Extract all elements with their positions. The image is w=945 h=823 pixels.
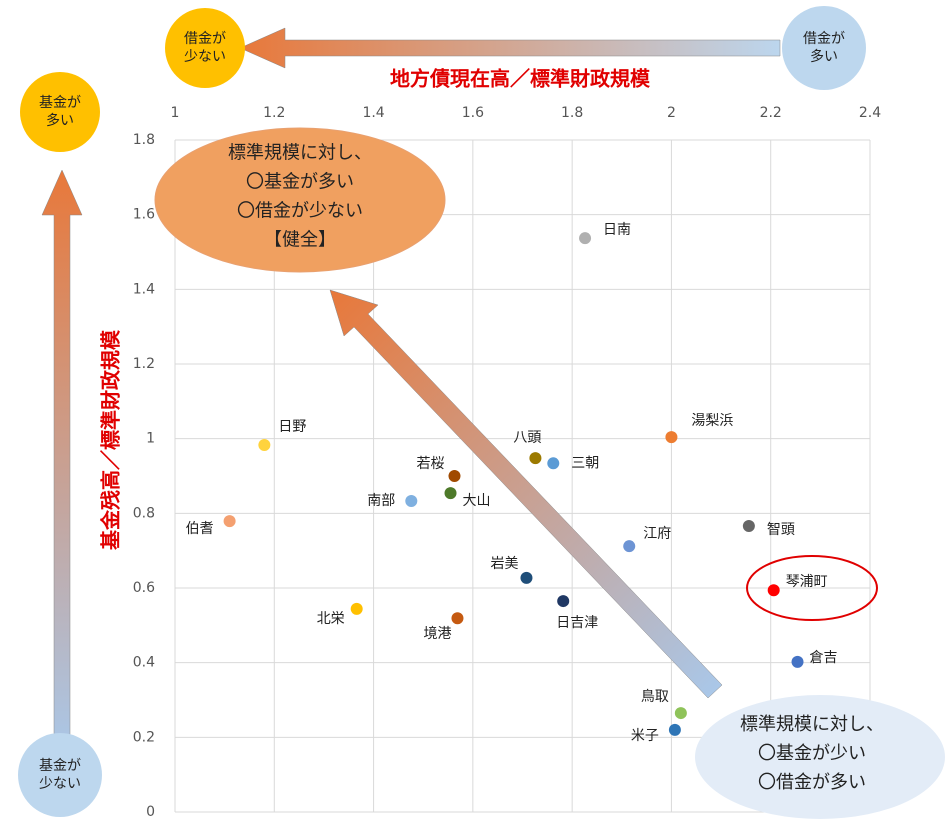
annotation: 借金が xyxy=(184,31,226,47)
point-label: 八頭 xyxy=(513,430,541,446)
annotation: 借金が xyxy=(803,31,845,47)
point-label: 境港 xyxy=(423,626,451,642)
point xyxy=(742,520,755,533)
point-label: 岩美 xyxy=(490,556,518,572)
point-label: 湯梨浜 xyxy=(691,412,733,429)
point xyxy=(520,571,533,584)
annotation: 標準規模に対し、 xyxy=(740,714,884,735)
x-tick-label: 1.6 xyxy=(462,105,484,121)
y-tick-label: 0.4 xyxy=(133,655,155,671)
point xyxy=(668,723,681,736)
point-label: 日野 xyxy=(278,419,306,435)
x-tick-label: 1.8 xyxy=(561,105,583,121)
annotation: 基金が xyxy=(39,757,81,774)
annotation: 〇借金が少ない xyxy=(237,201,363,222)
point xyxy=(547,457,560,470)
point-label: 南部 xyxy=(367,493,395,509)
arrow xyxy=(41,169,83,761)
y-tick-label: 0.6 xyxy=(133,580,155,596)
x-axis-title: 地方債現在高／標準財政規模 xyxy=(390,67,651,91)
unhealthy-ellipse xyxy=(695,695,945,819)
point-label: 北栄 xyxy=(317,611,345,627)
point xyxy=(579,232,592,245)
y-axis-title: 基金残高／標準財政規模 xyxy=(99,329,123,550)
y-tick-label: 1.2 xyxy=(133,356,155,372)
x-tick-label: 2.4 xyxy=(859,105,881,121)
bubble xyxy=(782,6,866,90)
bubble xyxy=(165,8,245,88)
point xyxy=(223,515,236,528)
point-label: 伯耆 xyxy=(186,521,214,537)
y-tick-label: 1.4 xyxy=(133,281,155,297)
point xyxy=(623,540,636,553)
annotation: 少ない xyxy=(39,776,81,792)
x-tick-label: 1 xyxy=(171,105,180,121)
point xyxy=(451,612,464,625)
y-tick-label: 1 xyxy=(146,431,155,447)
y-tick-label: 0.2 xyxy=(133,729,155,745)
annotation: 少ない xyxy=(184,49,226,65)
annotation: 〇基金が多い xyxy=(246,172,354,193)
point-label: 江府 xyxy=(643,526,671,542)
annotation: 【健全】 xyxy=(264,230,336,251)
y-tick-label: 0 xyxy=(146,804,155,820)
annotation: 標準規模に対し、 xyxy=(228,143,372,164)
healthy-ellipse xyxy=(154,127,446,273)
bubble xyxy=(20,72,100,152)
x-tick-label: 2 xyxy=(667,105,676,121)
x-tick-label: 1.2 xyxy=(263,105,285,121)
y-tick-label: 1.6 xyxy=(133,207,155,223)
point xyxy=(557,595,570,608)
bubble xyxy=(18,733,102,817)
point xyxy=(767,584,780,597)
point-label: 米子 xyxy=(631,728,659,744)
x-tick-label: 1.4 xyxy=(362,105,384,121)
point xyxy=(405,495,418,508)
annotation: 〇借金が多い xyxy=(758,772,866,793)
point-label: 鳥取 xyxy=(641,689,669,705)
annotation: 〇基金が少い xyxy=(758,743,866,764)
point xyxy=(674,707,687,720)
annotation: 多い xyxy=(46,112,74,129)
x-tick-label: 2.2 xyxy=(760,105,782,121)
point-label: 三朝 xyxy=(571,455,599,471)
annotation: 基金が xyxy=(39,94,81,111)
point-label: 若桜 xyxy=(416,456,444,472)
point-label: 日吉津 xyxy=(556,615,598,631)
point-label: 大山 xyxy=(463,493,491,509)
point xyxy=(665,431,678,444)
point-label: 智頭 xyxy=(767,522,795,538)
point xyxy=(350,602,363,615)
point xyxy=(529,452,542,465)
point xyxy=(444,487,457,500)
point-label: 倉吉 xyxy=(810,650,838,666)
point-label: 琴浦町 xyxy=(786,574,828,590)
point xyxy=(258,439,271,452)
annotation: 多い xyxy=(810,48,838,65)
y-tick-label: 0.8 xyxy=(133,505,155,521)
point xyxy=(791,655,804,668)
point-label: 日南 xyxy=(603,222,631,238)
highlight-ellipse xyxy=(746,555,878,621)
arrow xyxy=(329,289,723,699)
arrow xyxy=(239,27,781,69)
y-tick-label: 1.8 xyxy=(133,132,155,148)
point xyxy=(448,470,461,482)
